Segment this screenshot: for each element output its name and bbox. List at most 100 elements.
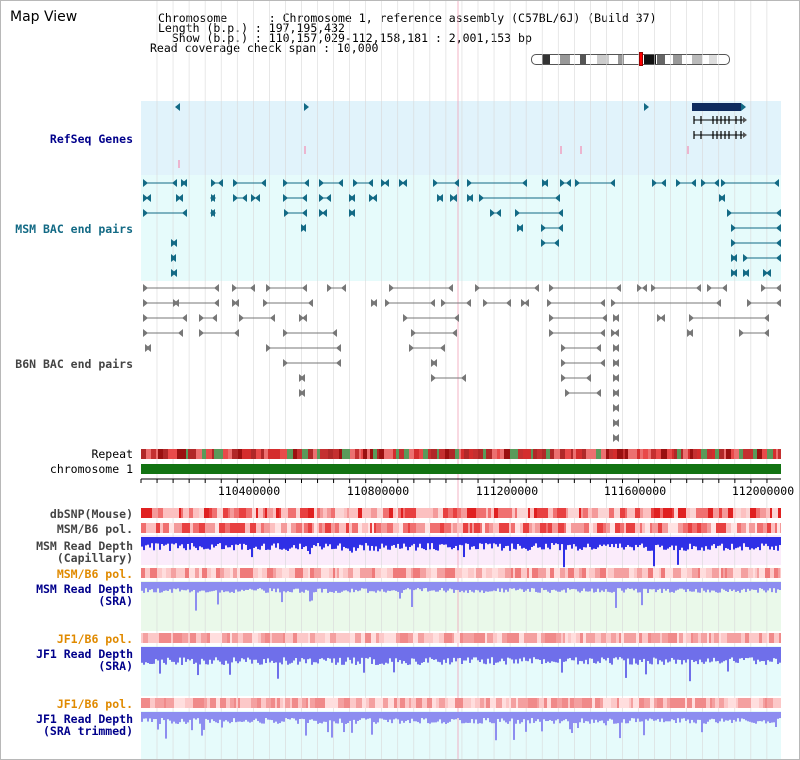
track-label-jf1-depth-trimmed[interactable]: JF1 Read Depth xyxy=(36,712,133,726)
repeat-segment xyxy=(762,449,765,459)
msm-bac-track-bg xyxy=(141,175,781,281)
depth-bar xyxy=(695,712,697,724)
msm-pol-heat xyxy=(552,568,554,578)
jf1-pol-heat xyxy=(642,633,646,643)
depth-bar xyxy=(307,712,309,723)
msm-pol-heat xyxy=(174,523,176,533)
msm-pol-heat xyxy=(716,523,722,533)
depth-bar xyxy=(607,647,609,658)
dbsnp-heat xyxy=(284,508,288,518)
msm-pol-heat xyxy=(741,523,744,533)
depth-bar xyxy=(767,582,769,591)
jf1-pol-heat xyxy=(210,698,216,708)
track-label-jf1-pol-2[interactable]: JF1/B6 pol. xyxy=(56,697,133,711)
repeat-segment xyxy=(242,449,247,459)
chromosome-ideogram[interactable] xyxy=(531,54,730,65)
depth-bar xyxy=(295,537,297,549)
track-label-msm-bac[interactable]: MSM BAC end pairs xyxy=(15,222,133,236)
jf1-pol-heat xyxy=(712,698,715,708)
track-label-b6n-bac[interactable]: B6N BAC end pairs xyxy=(15,357,133,371)
track-label-msm-depth-capillary[interactable]: MSM Read Depth xyxy=(36,539,133,553)
jf1-pol-heat xyxy=(548,633,551,643)
depth-bar xyxy=(597,647,599,662)
depth-bar xyxy=(469,582,471,590)
dbsnp-heat xyxy=(494,508,498,518)
jf1-pol-heat xyxy=(178,633,182,643)
track-label-jf1-pol-1[interactable]: JF1/B6 pol. xyxy=(56,632,133,646)
repeat-segment xyxy=(404,449,409,459)
depth-bar xyxy=(723,647,725,662)
track-label-refseq[interactable]: RefSeq Genes xyxy=(49,132,133,146)
depth-bar xyxy=(561,582,563,591)
jf1-pol-heat xyxy=(619,698,625,708)
repeat-segment xyxy=(449,449,455,459)
jf1-pol-heat xyxy=(171,698,174,708)
msm-bac-pair-end xyxy=(210,209,215,217)
b6n-bac-pair-end xyxy=(596,389,601,397)
repeat-segment xyxy=(560,449,565,459)
depth-bar xyxy=(305,712,307,736)
track-label-msm-pol-1[interactable]: MSM/B6 pol. xyxy=(56,522,133,536)
depth-bar xyxy=(273,712,275,723)
repeat-segment xyxy=(459,449,461,459)
track-grid-lines xyxy=(156,1,768,759)
depth-bar xyxy=(671,712,673,720)
repeat-segment xyxy=(617,449,623,459)
msm-pol-heat xyxy=(513,568,515,578)
track-label-msm-pol-2[interactable]: MSM/B6 pol. xyxy=(56,567,133,581)
depth-bar xyxy=(249,537,251,550)
depth-bar xyxy=(561,647,563,673)
depth-bar xyxy=(323,712,325,722)
jf1-pol-heat xyxy=(706,698,710,708)
depth-bar xyxy=(649,712,651,719)
msm-pol-heat xyxy=(681,568,687,578)
depth-bar xyxy=(223,582,225,593)
track-label-msm-depth-sra[interactable]: MSM Read Depth xyxy=(36,582,133,596)
msm-pol-heat xyxy=(408,523,410,533)
jf1-pol-heat xyxy=(586,698,592,708)
msm-pol-heat xyxy=(387,568,393,578)
depth-bar xyxy=(467,582,469,593)
depth-bar xyxy=(221,582,223,591)
depth-bar xyxy=(763,582,765,591)
depth-bar xyxy=(659,712,661,722)
dbsnp-heat xyxy=(393,508,396,518)
depth-bar xyxy=(433,712,435,723)
msm-pol-heat xyxy=(211,568,216,578)
depth-bar xyxy=(289,537,291,549)
depth-bar xyxy=(459,537,461,545)
depth-bar xyxy=(501,712,503,719)
dbsnp-heat xyxy=(690,508,696,518)
depth-bar xyxy=(611,712,613,720)
jf1-pol-heat xyxy=(433,633,439,643)
depth-bar xyxy=(263,582,265,591)
msm-bac-pair-end xyxy=(554,239,559,247)
track-label-dbsnp[interactable]: dbSNP(Mouse) xyxy=(49,507,133,521)
depth-bar xyxy=(187,647,189,660)
jf1-pol-heat xyxy=(315,633,319,643)
depth-bar xyxy=(297,712,299,724)
depth-bar xyxy=(759,582,761,589)
b6n-bac-pair-end xyxy=(146,344,151,352)
depth-bar xyxy=(765,537,767,544)
depth-bar xyxy=(215,647,217,658)
depth-bar xyxy=(293,712,295,719)
dbsnp-heat xyxy=(696,508,702,518)
depth-bar xyxy=(651,647,653,665)
msm-pol-heat xyxy=(652,523,658,533)
track-label-jf1-depth[interactable]: JF1 Read Depth xyxy=(36,647,133,661)
depth-bar xyxy=(211,582,213,592)
depth-bar xyxy=(359,582,361,591)
msm-pol-heat xyxy=(190,523,193,533)
jf1-pol-heat xyxy=(141,698,145,708)
jf1-pol-heat xyxy=(471,698,475,708)
jf1-pol-heat xyxy=(502,698,506,708)
depth-bar xyxy=(435,647,437,660)
jf1-pol-heat xyxy=(222,633,227,643)
dbsnp-heat xyxy=(486,508,488,518)
depth-bar xyxy=(221,537,223,550)
depth-bar xyxy=(519,647,521,659)
depth-bar xyxy=(391,712,393,724)
depth-bar xyxy=(565,647,567,662)
